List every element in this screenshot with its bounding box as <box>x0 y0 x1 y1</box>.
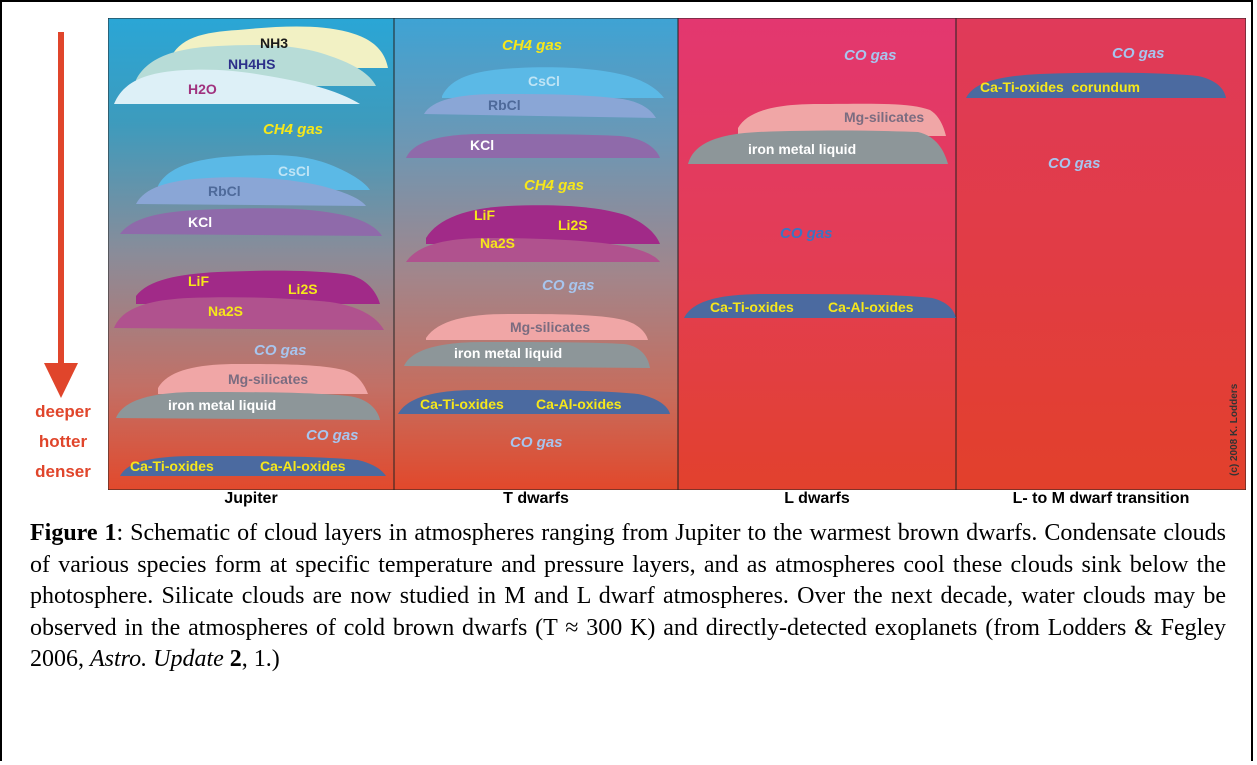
t-iron-label: iron metal liquid <box>454 345 562 361</box>
iron-cloud <box>116 392 380 420</box>
l-iron-label: iron metal liquid <box>748 141 856 157</box>
t-ch4-gas-label-1: CH4 gas <box>502 37 562 54</box>
panel-label-t-dwarfs: T dwarfs <box>503 490 569 507</box>
lif-label: LiF <box>188 273 209 289</box>
iron-label: iron metal liquid <box>168 397 276 413</box>
l-iron-cloud <box>688 130 948 164</box>
lm-co-gas-label-1: CO gas <box>1112 45 1165 62</box>
side-label-deeper: deeper <box>35 402 91 421</box>
caption-text-1: : Schematic of cloud layers in atmospher… <box>30 520 1226 672</box>
mg-silicates-cloud <box>158 364 368 394</box>
l-co-gas-label-2: CO gas <box>780 225 833 242</box>
t-cscl-label: CsCl <box>528 73 560 89</box>
figure-caption: Figure 1: Schematic of cloud layers in a… <box>30 518 1226 676</box>
ca-ti-label: Ca-Ti-oxides <box>130 458 214 474</box>
t-lif-label: LiF <box>474 207 495 223</box>
na2s-label: Na2S <box>208 303 243 319</box>
t-ca-al-label: Ca-Al-oxides <box>536 396 622 412</box>
t-co-gas-label-1: CO gas <box>542 277 595 294</box>
ca-oxides-cloud <box>120 456 386 476</box>
cscl-label: CsCl <box>278 163 310 179</box>
down-arrow-icon <box>44 32 78 398</box>
kcl-label: KCl <box>188 214 212 230</box>
lm-transition-clouds: CO gas Ca-Ti-oxides corundum CO gas (c) … <box>966 45 1240 476</box>
l-dwarfs-panel <box>677 17 957 491</box>
copyright-label: (c) 2008 K. Lodders <box>1229 383 1240 476</box>
t-iron-cloud <box>404 342 650 368</box>
h2o-cloud <box>114 69 360 104</box>
cloud-diagram: NH3 NH4HS H2O CH4 gas CsCl RbCl KCl LiF … <box>107 17 1247 491</box>
nh3-label: NH3 <box>260 35 288 51</box>
panel-label-lm-transition: L- to M dwarf transition <box>1012 490 1190 507</box>
li2s-label: Li2S <box>288 281 318 297</box>
lm-ca-ti-corundum-label: Ca-Ti-oxides corundum <box>980 79 1140 95</box>
cloud-diagram-svg: NH3 NH4HS H2O CH4 gas CsCl RbCl KCl LiF … <box>107 17 1247 491</box>
l-mg-silicates-cloud <box>738 103 946 136</box>
mg-silicates-label: Mg-silicates <box>228 371 308 387</box>
ch4-gas-label: CH4 gas <box>263 121 323 138</box>
t-ca-oxides-cloud <box>398 390 670 414</box>
side-label-hotter: hotter <box>38 432 88 451</box>
lm-ca-oxides-cloud <box>966 72 1226 98</box>
depth-arrow: deeper hotter denser <box>18 30 108 490</box>
l-ca-al-label: Ca-Al-oxides <box>828 299 914 315</box>
t-li2s-label: Li2S <box>558 217 588 233</box>
side-label-denser: denser <box>35 462 91 481</box>
l-mg-silicates-label: Mg-silicates <box>844 109 924 125</box>
h2o-label: H2O <box>188 81 217 97</box>
na2s-cloud <box>114 297 384 330</box>
l-dwarfs-clouds: CO gas Mg-silicates iron metal liquid CO… <box>684 47 956 318</box>
caption-figure-label: Figure 1 <box>30 520 117 546</box>
jupiter-clouds: NH3 NH4HS H2O CH4 gas CsCl RbCl KCl LiF … <box>114 26 388 476</box>
kcl-cloud <box>120 208 382 236</box>
rbcl-cloud <box>136 177 366 206</box>
panel-label-jupiter: Jupiter <box>224 490 278 507</box>
caption-journal: Astro. Update <box>90 646 224 672</box>
co-gas-label-2: CO gas <box>306 427 359 444</box>
t-ca-ti-label: Ca-Ti-oxides <box>420 396 504 412</box>
t-na2s-label: Na2S <box>480 235 515 251</box>
caption-volume: 2 <box>229 646 242 672</box>
rbcl-label: RbCl <box>208 183 241 199</box>
lif-li2s-cloud <box>136 270 380 304</box>
co-gas-label-1: CO gas <box>254 342 307 359</box>
t-lif-li2s-cloud <box>426 205 660 244</box>
t-ch4-gas-label-2: CH4 gas <box>524 177 584 194</box>
panel-label-l-dwarfs: L dwarfs <box>784 490 850 507</box>
l-co-gas-label-1: CO gas <box>844 47 897 64</box>
t-dwarfs-clouds: CH4 gas CsCl RbCl KCl CH4 gas LiF Li2S N… <box>398 37 670 451</box>
t-na2s-cloud <box>406 238 660 262</box>
t-mg-silicates-label: Mg-silicates <box>510 319 590 335</box>
nh4hs-label: NH4HS <box>228 56 275 72</box>
l-ca-ti-label: Ca-Ti-oxides <box>710 299 794 315</box>
l-ca-oxides-cloud <box>684 294 956 318</box>
t-co-gas-label-2: CO gas <box>510 434 563 451</box>
caption-text-2: , 1.) <box>241 646 280 672</box>
t-rbcl-label: RbCl <box>488 97 521 113</box>
ca-al-label: Ca-Al-oxides <box>260 458 346 474</box>
t-mg-silicates-cloud <box>426 314 648 340</box>
t-kcl-cloud <box>406 134 660 158</box>
t-kcl-label: KCl <box>470 137 494 153</box>
lm-co-gas-label-2: CO gas <box>1048 155 1101 172</box>
t-cscl-cloud <box>442 67 664 98</box>
t-rbcl-cloud <box>424 94 656 118</box>
